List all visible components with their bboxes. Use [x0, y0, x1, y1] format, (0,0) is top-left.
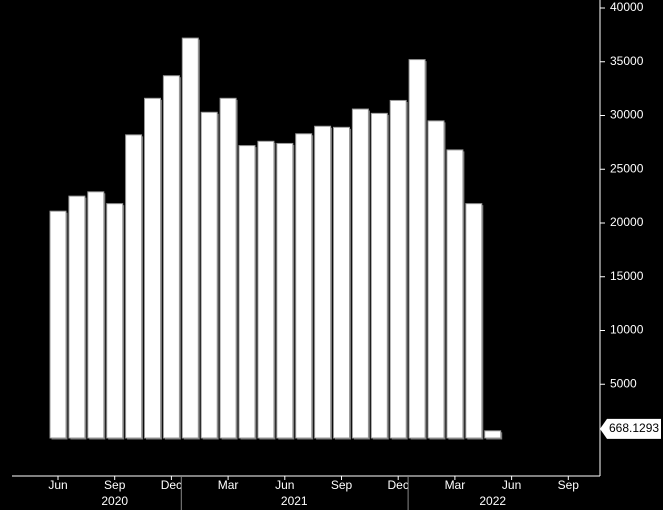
bar: [427, 120, 445, 439]
x-tick-label: Sep: [104, 478, 126, 492]
bar: [389, 99, 407, 439]
y-tick-label: 40000: [610, 0, 644, 14]
bar: [181, 37, 199, 439]
x-tick-label: Mar: [218, 478, 239, 492]
last-value-label: 668.1293: [609, 421, 659, 435]
last-value-box: [600, 418, 661, 439]
x-tick-label: Dec: [388, 478, 409, 492]
bar: [200, 111, 218, 439]
bar: [465, 203, 483, 439]
y-tick-label: 25000: [610, 161, 644, 175]
year-label: 2020: [101, 494, 128, 508]
x-tick-label: Mar: [445, 478, 466, 492]
y-tick-label: 35000: [610, 54, 644, 68]
bar: [446, 149, 464, 439]
y-tick-label: 20000: [610, 215, 644, 229]
bar: [162, 75, 180, 439]
bar: [68, 195, 86, 439]
bar: [295, 133, 313, 439]
year-label: 2022: [479, 494, 506, 508]
x-tick-label: Jun: [502, 478, 521, 492]
x-tick-label: Sep: [331, 478, 353, 492]
year-label: 2021: [281, 494, 308, 508]
bar: [238, 145, 256, 439]
bar: [87, 191, 105, 439]
bar: [257, 140, 275, 439]
bar: [333, 126, 350, 439]
bar: [314, 125, 332, 439]
bar: [219, 97, 237, 439]
bar: [49, 210, 67, 439]
bar: [144, 97, 161, 439]
x-tick-label: Jun: [48, 478, 67, 492]
x-tick-label: Sep: [558, 478, 580, 492]
bar: [484, 430, 502, 439]
y-tick-label: 5000: [610, 376, 637, 390]
bar: [370, 112, 388, 439]
bar: [276, 142, 294, 439]
bar: [351, 108, 369, 439]
y-tick-label: 10000: [610, 323, 644, 337]
y-tick-label: 15000: [610, 269, 644, 283]
bar: [106, 203, 124, 439]
bar: [125, 134, 143, 439]
x-tick-label: Jun: [275, 478, 294, 492]
y-tick-label: 30000: [610, 108, 644, 122]
bar: [408, 59, 426, 439]
x-tick-label: Dec: [161, 478, 182, 492]
